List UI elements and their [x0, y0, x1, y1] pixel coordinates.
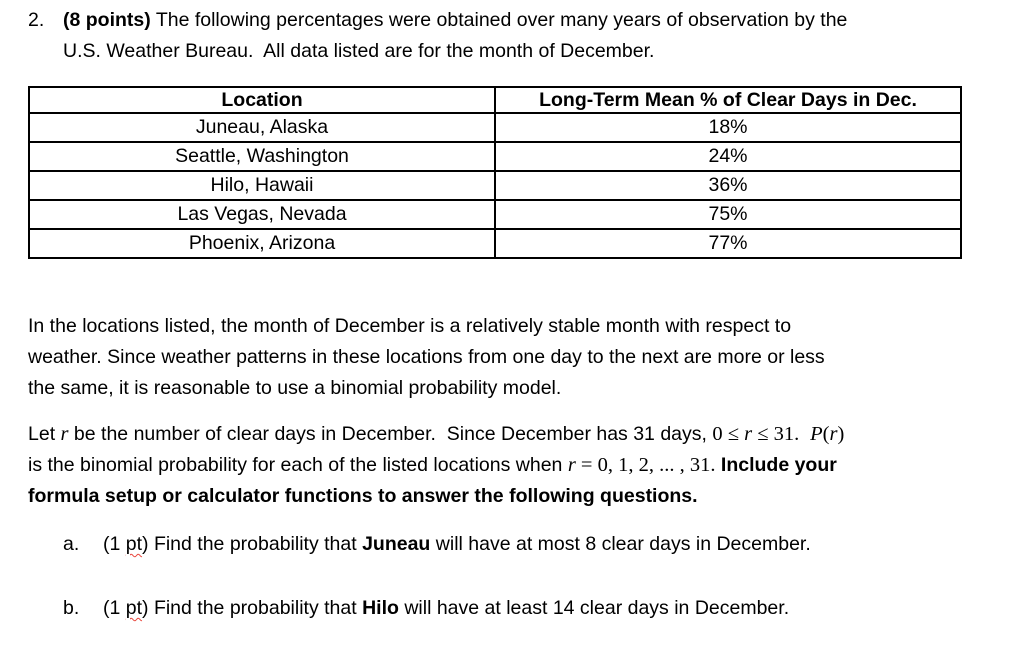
- paragraph-stability-line-1: In the locations listed, the month of De…: [28, 315, 792, 337]
- binomial-line-3: formula setup or calculator functions to…: [28, 481, 991, 512]
- math-segment: ): [837, 423, 845, 445]
- question-b-text: (1 pt) Find the probability that Hilo wi…: [103, 593, 991, 624]
- problem-number: 2.: [28, 9, 45, 31]
- math-var-r: r: [829, 423, 838, 445]
- paragraph-stability: In the locations listed, the month of De…: [28, 311, 991, 404]
- text-segment: (1: [103, 597, 126, 619]
- problem-line-1: (8 points) The following percentages wer…: [63, 5, 991, 36]
- text-segment: will have at most 8 clear days in Decemb…: [430, 533, 811, 555]
- question-b-marker: b.: [63, 597, 80, 619]
- table-row: Las Vegas, Nevada 75%: [28, 199, 962, 230]
- question-b: b. (1 pt) Find the probability that Hilo…: [63, 593, 991, 624]
- paragraph-binomial-setup: Let r be the number of clear days in Dec…: [28, 419, 991, 512]
- cell-location: Juneau, Alaska: [28, 112, 496, 143]
- cell-percent: 24%: [494, 141, 962, 172]
- cell-percent: 18%: [494, 112, 962, 143]
- table-row: Phoenix, Arizona 77%: [28, 228, 962, 259]
- question-a-line: (1 pt) Find the probability that Juneau …: [103, 529, 991, 560]
- column-header-mean-percent: Long-Term Mean % of Clear Days in Dec.: [494, 86, 962, 114]
- column-header-location: Location: [28, 86, 496, 114]
- math-segment: ≤ 31.: [752, 423, 800, 445]
- problem-statement: 2. (8 points) The following percentages …: [28, 5, 991, 67]
- binomial-line-2: is the binomial probability for each of …: [28, 450, 991, 481]
- points-label: (8 points): [63, 9, 151, 31]
- paragraph-stability-line-3: the same, it is reasonable to use a bino…: [28, 377, 562, 399]
- math-P-of-r: P(r): [810, 423, 844, 445]
- table-row: Hilo, Hawaii 36%: [28, 170, 962, 201]
- math-var-r: r: [744, 423, 753, 445]
- text-segment: ) Find the probability that: [142, 597, 363, 619]
- cell-location: Hilo, Hawaii: [28, 170, 496, 201]
- paragraph-stability-line-2: weather. Since weather patterns in these…: [28, 346, 825, 368]
- binomial-line-1: Let r be the number of clear days in Dec…: [28, 419, 991, 450]
- math-r-sequence: r = 0, 1, 2, ... , 31.: [568, 454, 716, 476]
- problem-line-2: U.S. Weather Bureau. All data listed are…: [63, 40, 655, 62]
- table-row: Juneau, Alaska 18%: [28, 112, 962, 143]
- instruction-bold-text: formula setup or calculator functions to…: [28, 485, 698, 507]
- misspelled-word-pt: pt: [125, 533, 143, 555]
- text-segment: will have at least 14 clear days in Dece…: [398, 597, 790, 619]
- math-var-P: P: [810, 423, 823, 445]
- question-a-marker: a.: [63, 533, 80, 555]
- math-segment: 0 ≤: [712, 423, 745, 445]
- cell-location: Seattle, Washington: [28, 141, 496, 172]
- text-segment: Let: [28, 423, 61, 445]
- cell-percent: 75%: [494, 199, 962, 230]
- city-name-bold: Juneau: [362, 533, 431, 555]
- question-a: a. (1 pt) Find the probability that June…: [63, 529, 991, 560]
- question-b-line: (1 pt) Find the probability that Hilo wi…: [103, 593, 991, 624]
- cell-percent: 77%: [494, 228, 962, 259]
- text-segment: ) Find the probability that: [142, 533, 363, 555]
- problem-text: (8 points) The following percentages wer…: [63, 5, 991, 67]
- cell-percent: 36%: [494, 170, 962, 201]
- city-name-bold: Hilo: [362, 597, 399, 619]
- math-var-r: r: [60, 423, 69, 445]
- clear-days-table: Location Long-Term Mean % of Clear Days …: [28, 86, 962, 259]
- text-segment: is the binomial probability for each of …: [28, 454, 568, 476]
- table-header-row: Location Long-Term Mean % of Clear Days …: [28, 86, 962, 114]
- text-segment: [799, 423, 810, 445]
- document-page: 2. (8 points) The following percentages …: [28, 5, 991, 624]
- math-segment: = 0, 1, 2, ... , 31.: [575, 454, 716, 476]
- math-var-r: r: [567, 454, 576, 476]
- table-row: Seattle, Washington 24%: [28, 141, 962, 172]
- instruction-bold-text: Include your: [720, 454, 837, 476]
- cell-location: Phoenix, Arizona: [28, 228, 496, 259]
- math-segment: (: [822, 423, 830, 445]
- text-segment: (1: [103, 533, 126, 555]
- text-segment: be the number of clear days in December.…: [68, 423, 713, 445]
- misspelled-word-pt: pt: [125, 597, 143, 619]
- question-a-text: (1 pt) Find the probability that Juneau …: [103, 529, 991, 560]
- problem-intro-text: The following percentages were obtained …: [150, 9, 848, 31]
- cell-location: Las Vegas, Nevada: [28, 199, 496, 230]
- math-inequality: 0 ≤ r ≤ 31.: [712, 423, 799, 445]
